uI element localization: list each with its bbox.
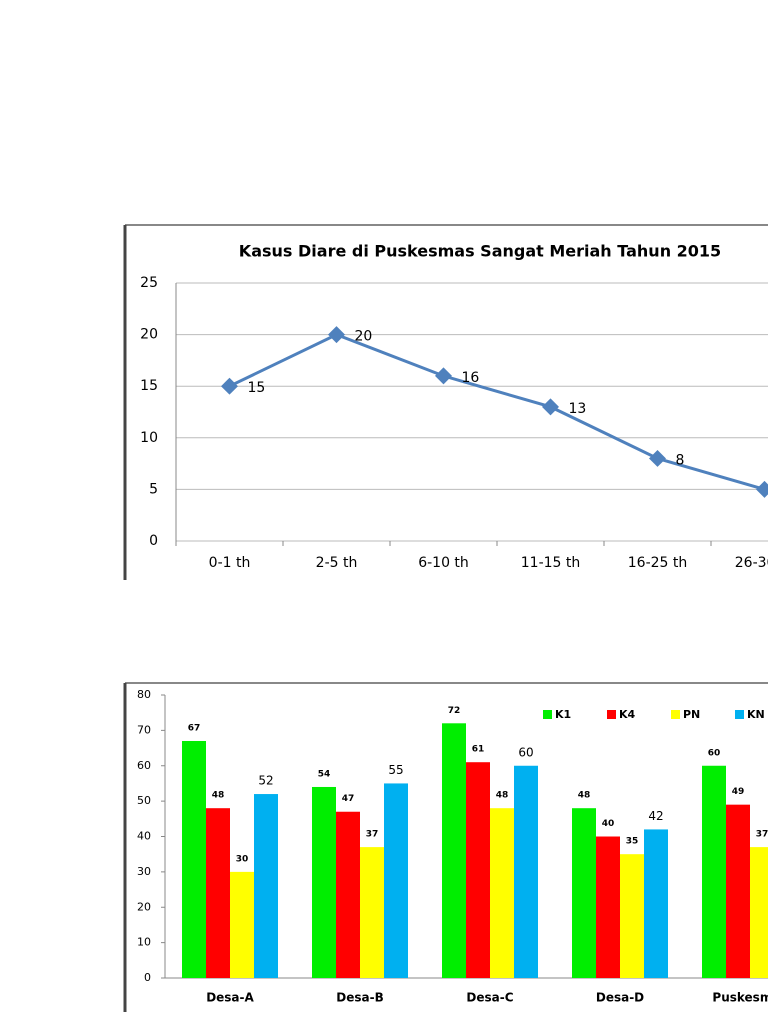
legend-swatch: [671, 710, 680, 719]
legend-swatch: [543, 710, 552, 719]
data-label: 48: [212, 791, 225, 801]
legend-swatch: [735, 710, 744, 719]
data-label: 8: [676, 452, 685, 468]
y-tick-label: 5: [149, 481, 158, 497]
y-tick-label: 20: [140, 327, 158, 343]
y-tick-label: 0: [149, 533, 158, 549]
data-label: 40: [602, 819, 615, 829]
data-label: 16: [462, 370, 480, 386]
data-label: 67: [188, 723, 201, 733]
data-label: 20: [355, 329, 373, 345]
data-label: 48: [578, 791, 591, 801]
legend-swatch: [607, 710, 616, 719]
point: [649, 449, 666, 467]
y-tick-label: 25: [140, 275, 158, 291]
bar: [182, 740, 206, 978]
legend-label: KN: [747, 708, 765, 721]
x-tick-label: 6-10 th: [418, 555, 469, 571]
data-label: 30: [236, 854, 249, 864]
x-tick-label: 2-5 th: [316, 555, 358, 571]
data-label: 37: [366, 830, 379, 840]
point: [756, 480, 768, 498]
legend-label: K4: [619, 708, 636, 721]
bar: [726, 804, 750, 978]
data-label: 72: [448, 706, 461, 716]
data-label: 35: [626, 837, 639, 847]
y-tick-label: 30: [137, 865, 151, 878]
bar: [312, 786, 336, 978]
data-label: 47: [342, 794, 355, 804]
data-label: 37: [756, 830, 768, 840]
x-tick-label: Desa-D: [596, 991, 644, 1005]
data-label: 54: [318, 769, 331, 779]
data-label: 60: [708, 748, 721, 758]
bar: [442, 723, 466, 978]
y-tick-label: 80: [137, 688, 151, 701]
data-label: 42: [648, 809, 663, 823]
x-tick-label: 11-15 th: [521, 555, 581, 571]
data-label: 52: [258, 774, 273, 788]
y-tick-label: 40: [137, 830, 151, 843]
y-tick-label: 0: [144, 971, 151, 984]
data-label: 60: [518, 745, 533, 759]
bar: [230, 871, 254, 978]
bar: [750, 847, 768, 978]
legend-label: PN: [683, 708, 700, 721]
y-tick-label: 10: [137, 936, 151, 949]
point: [328, 326, 345, 344]
legend-label: K1: [555, 708, 571, 721]
data-label: 48: [496, 791, 509, 801]
y-tick-label: 70: [137, 723, 151, 736]
x-tick-label: 0-1 th: [209, 555, 251, 571]
bar: [206, 808, 230, 978]
bar: [514, 765, 538, 978]
chart-title: Kasus Diare di Puskesmas Sangat Meriah T…: [239, 242, 721, 261]
point: [542, 398, 559, 416]
x-tick-label: 16-25 th: [628, 555, 688, 571]
y-tick-label: 15: [140, 378, 158, 394]
bar: [254, 794, 278, 978]
data-label: 49: [732, 787, 745, 797]
bar: [360, 847, 384, 978]
data-label: 13: [569, 401, 587, 417]
bar: [572, 808, 596, 978]
x-tick-label: Desa-B: [336, 991, 383, 1005]
x-tick-label: Desa-C: [466, 991, 513, 1005]
point: [221, 377, 238, 395]
x-tick-label: 26-30 th: [735, 555, 768, 571]
y-tick-label: 60: [137, 759, 151, 772]
bar: [620, 854, 644, 978]
bar: [336, 811, 360, 978]
x-tick-label: Puskesmas: [712, 991, 768, 1005]
data-label: 15: [248, 380, 266, 396]
bar: [490, 808, 514, 978]
bar: [466, 762, 490, 978]
bar: [596, 836, 620, 978]
data-label: 55: [388, 763, 403, 777]
y-tick-label: 20: [137, 900, 151, 913]
bar: [384, 783, 408, 978]
bar: [644, 829, 668, 978]
point: [435, 367, 452, 385]
data-label: 61: [472, 745, 485, 755]
y-tick-label: 50: [137, 794, 151, 807]
x-tick-label: Desa-A: [206, 991, 254, 1005]
bar: [702, 765, 726, 978]
y-tick-label: 10: [140, 430, 158, 446]
line-series: [228, 332, 765, 491]
